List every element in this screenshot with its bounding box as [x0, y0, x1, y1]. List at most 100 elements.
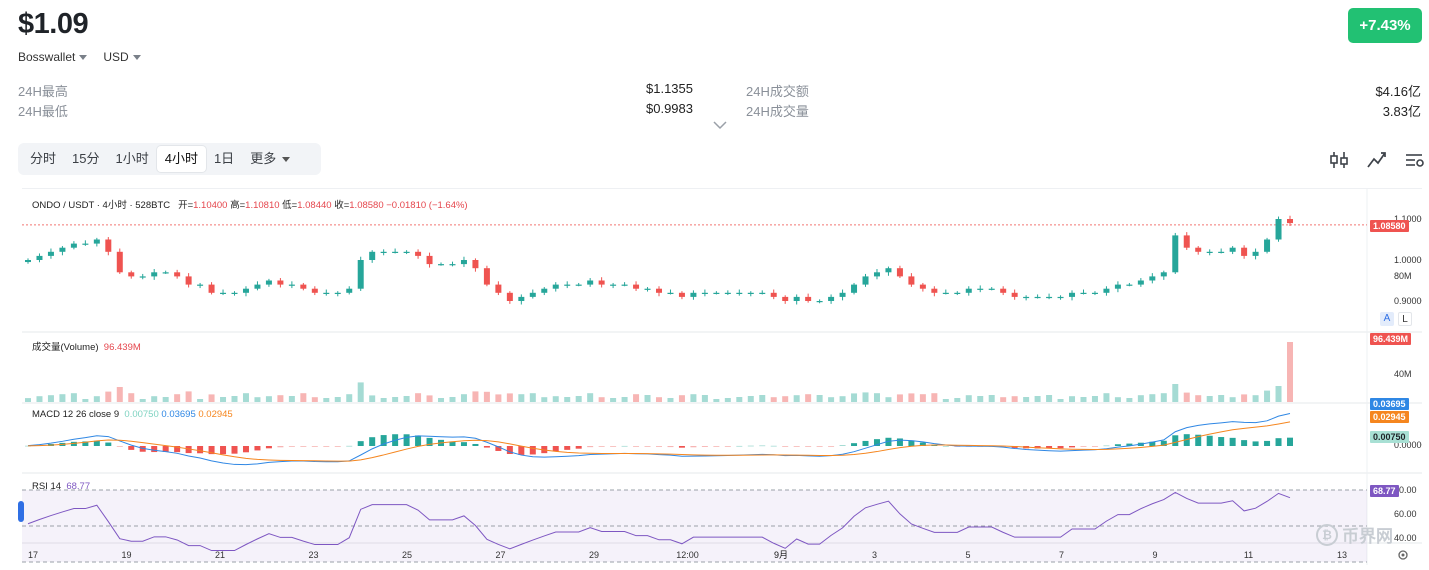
macd-histogram-bar: [254, 446, 261, 451]
macd-histogram-bar: [1091, 446, 1098, 447]
macd-histogram-bar: [529, 446, 536, 455]
expand-chevron-icon[interactable]: [713, 120, 727, 130]
volume-bar: [1114, 397, 1121, 402]
close-value: 1.08580: [349, 200, 384, 211]
chevron-down-icon: [132, 55, 141, 60]
volume-bar: [380, 398, 387, 402]
volume-bar: [770, 397, 777, 402]
volume-bar: [1264, 390, 1271, 402]
volume-bar: [483, 391, 490, 402]
volume-bar: [1103, 393, 1110, 402]
candle-body: [931, 288, 938, 293]
volume-bar: [724, 398, 731, 402]
volume-bar: [942, 399, 949, 402]
volume-bar: [139, 399, 146, 402]
volume-bar: [82, 399, 89, 402]
tab-timeframe-15m[interactable]: 15分: [72, 151, 100, 166]
candles-icon[interactable]: [1328, 150, 1350, 170]
candle-body: [1149, 276, 1156, 281]
candle-body: [919, 284, 926, 289]
macd-histogram-bar: [770, 445, 777, 447]
volume-bar: [1241, 394, 1248, 402]
macd-histogram-bar: [460, 442, 467, 446]
volume-bar: [1275, 386, 1282, 402]
macd-histogram-bar: [380, 435, 387, 446]
candle-body: [460, 260, 467, 265]
volume-bar: [1287, 342, 1293, 402]
macd-histogram-bar: [701, 446, 708, 447]
tab-timeframe-1h[interactable]: 1小时: [115, 151, 149, 166]
rsi-tag: 68.77: [1370, 485, 1399, 497]
rsi-axis-label: 40.00: [1394, 533, 1417, 543]
volume-bar: [1091, 396, 1098, 402]
tab-timeframe-line[interactable]: 分时: [30, 151, 57, 166]
volume-legend: 成交量(Volume) 96.439M: [32, 339, 141, 353]
currency-label: USD: [103, 50, 129, 64]
exchange-selector[interactable]: Bosswallet: [18, 50, 88, 64]
exchange-label: Bosswallet: [18, 50, 76, 64]
volume-bar: [220, 397, 227, 402]
macd-histogram-bar: [1126, 443, 1133, 446]
volume-bar: [1183, 392, 1190, 402]
candle-body: [656, 288, 662, 293]
settings-sliders-icon[interactable]: [1404, 150, 1426, 170]
macd-histogram-bar: [518, 446, 525, 455]
volume-bar: [759, 395, 766, 402]
tab-timeframe-more[interactable]: 更多: [242, 146, 298, 172]
gear-icon[interactable]: [1397, 549, 1409, 561]
macd-histogram-bar: [174, 446, 181, 453]
tab-timeframe-4h[interactable]: 4小时: [156, 146, 206, 172]
macd-histogram-bar: [1103, 445, 1110, 447]
macd-histogram-bar: [1149, 441, 1156, 446]
macd-histogram-bar: [942, 445, 949, 447]
macd-line-value: 0.03695: [161, 409, 196, 420]
volume-bar: [736, 397, 743, 402]
candle-body: [323, 292, 330, 294]
candle-body: [908, 276, 915, 285]
volume-bar: [506, 393, 513, 402]
candle-body: [1275, 219, 1282, 240]
auto-scale-button[interactable]: A: [1380, 312, 1394, 326]
x-axis-label: 29: [589, 550, 599, 560]
volume-bar: [896, 394, 903, 402]
log-scale-button[interactable]: L: [1398, 312, 1412, 326]
timeframe-bar: 分时 15分 1小时 4小时 1日 更多: [18, 143, 321, 175]
chart-area[interactable]: 1.100001.000000.9000080M40M0.0000080.006…: [22, 188, 1427, 565]
watermark-text: 币界网: [1342, 527, 1393, 546]
candle-body: [1023, 296, 1030, 299]
price-axis-label: 0.90000: [1394, 296, 1422, 306]
currency-selector[interactable]: USD: [103, 50, 141, 64]
macd-histogram-bar: [1287, 437, 1293, 446]
candle-body: [495, 284, 502, 293]
coin-logo-icon: ₿: [1316, 523, 1338, 546]
pane-drag-handle[interactable]: [18, 501, 24, 522]
candle-body: [1287, 219, 1293, 224]
macd-histogram-bar: [598, 446, 605, 447]
high-value: 1.10810: [245, 200, 280, 211]
candle-body: [1252, 251, 1259, 256]
tab-timeframe-1d[interactable]: 1日: [213, 151, 235, 166]
volume-bar: [174, 394, 181, 402]
candle-body: [1218, 251, 1225, 253]
volume-bar: [162, 397, 169, 402]
price-tag: 1.08580: [1370, 220, 1409, 232]
watermark: ₿ 币界网: [1316, 522, 1393, 547]
stat-turnover-value: $4.16亿: [1375, 84, 1421, 99]
x-axis-label: 13: [1337, 550, 1347, 560]
candle-body: [816, 301, 823, 303]
stat-high-label: 24H最高: [18, 84, 68, 99]
volume-bar: [208, 394, 215, 402]
indicator-icon[interactable]: [1366, 150, 1388, 170]
volume-bar: [954, 398, 961, 402]
candle-body: [380, 251, 387, 253]
candle-body: [587, 280, 594, 285]
volume-bar: [323, 398, 330, 402]
macd-histogram-bar: [220, 446, 227, 455]
candle-body: [162, 272, 169, 274]
candle-body: [1172, 235, 1179, 273]
price-chart[interactable]: 1.100001.000000.9000080M40M0.0000080.006…: [22, 189, 1427, 565]
candle-body: [885, 268, 892, 273]
macd-histogram-bar: [759, 445, 766, 447]
candle-body: [300, 284, 307, 289]
